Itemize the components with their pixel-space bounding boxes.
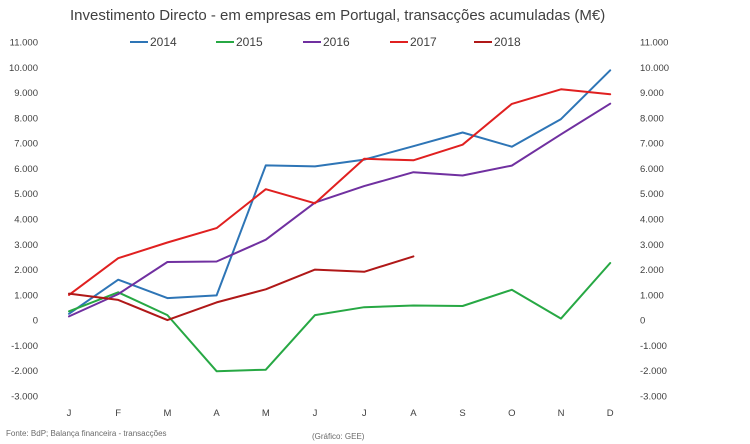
y-tick-label-left: -1.000 — [11, 341, 38, 352]
y-tick-label-right: -2.000 — [640, 366, 667, 377]
y-axis-right: 11.000 10.000 9.000 8.000 7.000 6.000 5.000 4.0… — [640, 38, 669, 403]
series-line-2016 — [68, 102, 612, 318]
series-line-2017 — [68, 88, 612, 296]
y-tick-label-left: 3.000 — [14, 240, 38, 251]
y-tick-label-left: -3.000 — [11, 392, 38, 403]
y-tick-label-right: 11.000 — [640, 38, 668, 49]
x-tick-label: J — [362, 408, 367, 419]
y-tick-label-right: 10.000 — [640, 63, 669, 74]
y-tick-label-right: 9.000 — [640, 88, 664, 99]
legend-label-2018: 2018 — [494, 35, 521, 49]
y-tick-label-right: 5.000 — [640, 189, 664, 200]
y-tick-label-right: -3.000 — [640, 392, 667, 403]
y-tick-label-left: 7.000 — [14, 139, 38, 150]
y-tick-label-right: -1.000 — [640, 341, 667, 352]
series-line-2015 — [68, 262, 612, 373]
x-tick-label: A — [213, 408, 220, 419]
x-tick-label: M — [262, 408, 270, 419]
y-tick-label-right: 3.000 — [640, 240, 664, 251]
y-tick-label-left: 1.000 — [14, 290, 38, 301]
y-tick-label-right: 2.000 — [640, 265, 664, 276]
y-tick-label-right: 8.000 — [640, 113, 664, 124]
x-tick-label: N — [558, 408, 565, 419]
y-axis-left: 11.000 10.000 9.000 8.000 7.000 6.000 5.000 4.0… — [9, 38, 38, 403]
x-tick-label: O — [508, 408, 515, 419]
chart-title: Investimento Directo - em empresas em Po… — [70, 7, 605, 24]
y-tick-label-left: 10.000 — [9, 63, 38, 74]
x-tick-label: S — [459, 408, 465, 419]
y-tick-label-right: 1.000 — [640, 290, 664, 301]
y-tick-label-right: 0 — [640, 316, 645, 327]
series-line-2018 — [68, 255, 415, 322]
y-tick-label-right: 7.000 — [640, 139, 664, 150]
y-tick-label-left: 11.000 — [10, 38, 38, 49]
legend-label-2017: 2017 — [410, 35, 437, 49]
legend-label-2014: 2014 — [150, 35, 177, 49]
series-lines — [68, 69, 612, 373]
y-tick-label-left: -2.000 — [11, 366, 38, 377]
x-tick-label: M — [163, 408, 171, 419]
x-tick-label: J — [313, 408, 318, 419]
credit-footnote: (Gráfico: GEE) — [312, 432, 365, 441]
legend-label-2015: 2015 — [236, 35, 263, 49]
y-tick-label-left: 0 — [33, 316, 38, 327]
legend-label-2016: 2016 — [323, 35, 350, 49]
y-tick-label-left: 6.000 — [14, 164, 38, 175]
x-tick-label: A — [410, 408, 417, 419]
x-tick-label: F — [115, 408, 121, 419]
y-tick-label-left: 8.000 — [14, 113, 38, 124]
source-footnote: Fonte: BdP; Balança financeira - transac… — [6, 429, 167, 438]
y-tick-label-right: 6.000 — [640, 164, 664, 175]
series-line-2014 — [68, 69, 612, 315]
y-tick-label-left: 2.000 — [14, 265, 38, 276]
y-tick-label-left: 9.000 — [14, 88, 38, 99]
legend: 2014 2015 2016 2017 2018 — [130, 35, 521, 49]
x-tick-label: D — [607, 408, 614, 419]
y-tick-label-left: 4.000 — [14, 215, 38, 226]
x-tick-label: J — [67, 408, 72, 419]
y-tick-label-left: 5.000 — [14, 189, 38, 200]
y-tick-label-right: 4.000 — [640, 215, 664, 226]
